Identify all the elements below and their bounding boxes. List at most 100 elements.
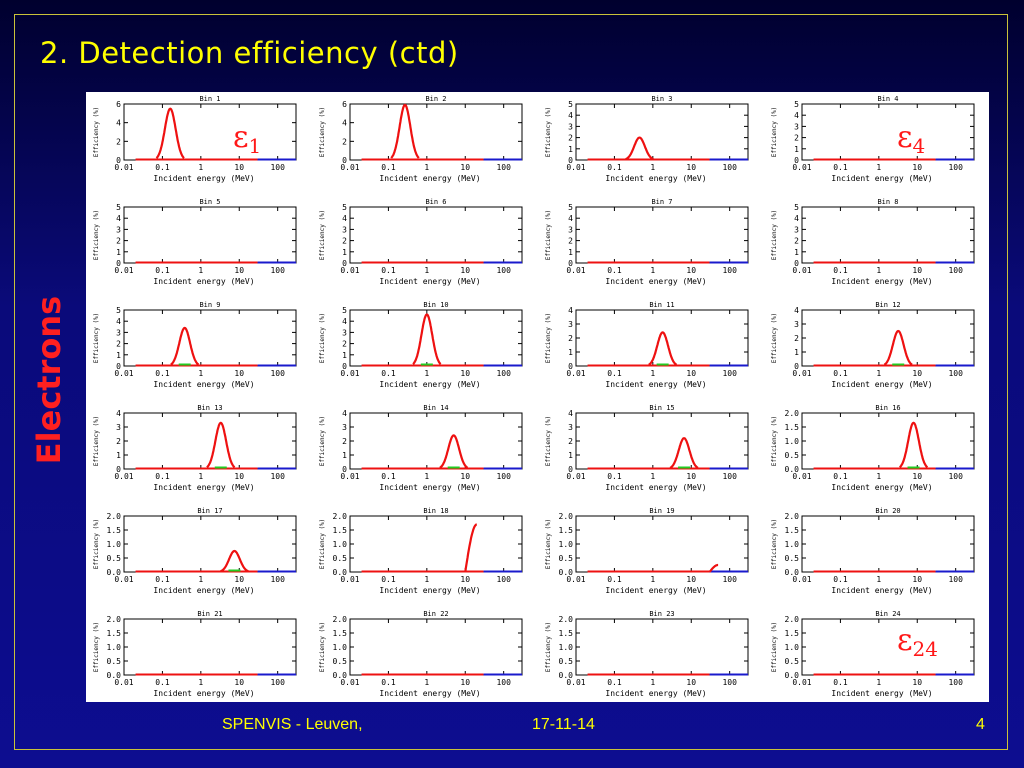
x-tick-label: 0.01 <box>340 163 359 172</box>
y-axis-label: Efficiency (%) <box>771 416 778 467</box>
y-tick-label: 4 <box>342 119 347 128</box>
x-axis-label: Incident energy (MeV) <box>379 586 480 595</box>
y-axis-label: Efficiency (%) <box>93 416 100 467</box>
x-axis-label: Incident energy (MeV) <box>379 483 480 492</box>
plot-frame <box>575 515 749 573</box>
efficiency-curve <box>390 103 420 159</box>
efficiency-plot: Bin 22 0.0 0.5 1.0 1.5 2.0 Efficiency (%) 0.01 0… <box>319 610 523 698</box>
y-tick-label: 0.0 <box>785 671 800 680</box>
x-axis-label: Incident energy (MeV) <box>153 174 254 183</box>
x-tick-label: 0.1 <box>833 472 848 481</box>
x-tick-label: 0.01 <box>114 163 133 172</box>
y-tick-label: 0 <box>568 259 573 268</box>
y-tick-label: 5 <box>116 306 121 315</box>
x-tick-label: 10 <box>912 266 922 275</box>
y-tick-label: 2 <box>794 134 799 143</box>
x-axis-label: Incident energy (MeV) <box>379 689 480 698</box>
x-tick-label: 10 <box>460 266 470 275</box>
plot-frame <box>575 103 749 161</box>
y-tick-label: 4 <box>342 317 347 326</box>
y-tick-label: 1.0 <box>333 540 348 549</box>
plot-title: Bin 13 <box>197 404 222 412</box>
y-axis-label: Efficiency (%) <box>771 210 778 261</box>
y-tick-label: 4 <box>116 317 121 326</box>
plot-title: Bin 16 <box>875 404 900 412</box>
y-tick-label: 0 <box>568 156 573 165</box>
y-tick-label: 3 <box>794 320 799 329</box>
epsilon-symbol: ε <box>897 623 913 658</box>
x-tick-label: 10 <box>686 369 696 378</box>
x-tick-label: 100 <box>722 575 737 584</box>
x-tick-label: 100 <box>948 163 963 172</box>
x-axis-label: Incident energy (MeV) <box>605 689 706 698</box>
efficiency-plot: Bin 10 0 1 2 3 4 5 Efficiency (%) 0.01 0.1 1 10 100 I… <box>319 301 523 389</box>
plot-frame <box>801 618 975 676</box>
y-tick-label: 1.5 <box>333 629 348 638</box>
page-number: 4 <box>976 716 985 733</box>
efficiency-plot: Bin 24 0.0 0.5 1.0 1.5 2.0 Efficiency (%) 0.01 0… <box>771 610 975 698</box>
x-tick-label: 0.1 <box>155 163 170 172</box>
plot-title: Bin 17 <box>197 507 222 515</box>
efficiency-plot: Bin 20 0.0 0.5 1.0 1.5 2.0 Efficiency (%) 0.01 0… <box>771 507 975 595</box>
plot-title: Bin 7 <box>651 198 672 206</box>
epsilon-1-label: ε1 <box>233 123 261 161</box>
x-tick-label: 0.01 <box>566 369 585 378</box>
x-axis-label: Incident energy (MeV) <box>153 689 254 698</box>
x-tick-label: 0.01 <box>792 678 811 687</box>
y-tick-label: 4 <box>116 409 121 418</box>
y-tick-label: 4 <box>794 214 799 223</box>
x-tick-label: 100 <box>270 472 285 481</box>
x-tick-label: 1 <box>650 266 655 275</box>
y-tick-label: 2.0 <box>107 615 122 624</box>
x-axis-label: Incident energy (MeV) <box>831 174 932 183</box>
y-tick-label: 0.0 <box>785 568 800 577</box>
y-tick-label: 1 <box>342 248 347 257</box>
x-tick-label: 0.01 <box>792 163 811 172</box>
x-tick-label: 10 <box>912 678 922 687</box>
plot-title: Bin 3 <box>651 95 672 103</box>
x-tick-label: 10 <box>912 163 922 172</box>
efficiency-plot: Bin 15 0 1 2 3 4 Efficiency (%) 0.01 0.1 1 10 100 In… <box>545 404 749 492</box>
y-axis-label: Efficiency (%) <box>771 519 778 570</box>
y-axis-label: Efficiency (%) <box>319 519 326 570</box>
y-tick-label: 4 <box>116 214 121 223</box>
y-tick-label: 1 <box>794 145 799 154</box>
y-tick-label: 0.0 <box>107 568 122 577</box>
x-axis-label: Incident energy (MeV) <box>831 380 932 389</box>
x-tick-label: 0.01 <box>792 472 811 481</box>
y-tick-label: 2 <box>116 237 121 246</box>
plot-title: Bin 18 <box>423 507 448 515</box>
y-tick-label: 0 <box>568 362 573 371</box>
y-tick-label: 2.0 <box>333 512 348 521</box>
x-axis-label: Incident energy (MeV) <box>379 380 480 389</box>
efficiency-plot: Bin 2 0 2 4 6 Efficiency (%) 0.01 0.1 1 10 100 Inci… <box>319 95 523 183</box>
x-tick-label: 100 <box>270 369 285 378</box>
plot-title: Bin 12 <box>875 301 900 309</box>
y-tick-label: 1.0 <box>785 643 800 652</box>
x-axis-label: Incident energy (MeV) <box>831 277 932 286</box>
x-tick-label: 0.1 <box>607 472 622 481</box>
plot-title: Bin 10 <box>423 301 448 309</box>
x-tick-label: 1 <box>876 678 881 687</box>
y-axis-label: Efficiency (%) <box>319 416 326 467</box>
y-tick-label: 1.0 <box>333 643 348 652</box>
y-tick-label: 0 <box>116 156 121 165</box>
efficiency-curve <box>220 549 249 573</box>
x-tick-label: 10 <box>686 575 696 584</box>
x-axis-label: Incident energy (MeV) <box>831 483 932 492</box>
x-tick-label: 1 <box>424 369 429 378</box>
x-tick-label: 100 <box>496 266 511 275</box>
y-axis-label: Efficiency (%) <box>319 210 326 261</box>
plot-title: Bin 6 <box>425 198 446 206</box>
plot-title: Bin 2 <box>425 95 446 103</box>
plot-title: Bin 5 <box>199 198 220 206</box>
plot-frame <box>801 412 975 470</box>
efficiency-plot: Bin 12 0 1 2 3 4 Efficiency (%) 0.01 0.1 1 10 100 In… <box>771 301 975 389</box>
x-tick-label: 1 <box>876 369 881 378</box>
efficiency-curve <box>412 313 442 365</box>
footer-left: SPENVIS - Leuven, <box>222 716 363 733</box>
plot-frame <box>349 618 523 676</box>
x-tick-label: 100 <box>948 575 963 584</box>
x-tick-label: 0.1 <box>607 266 622 275</box>
y-tick-label: 0.5 <box>107 554 122 563</box>
